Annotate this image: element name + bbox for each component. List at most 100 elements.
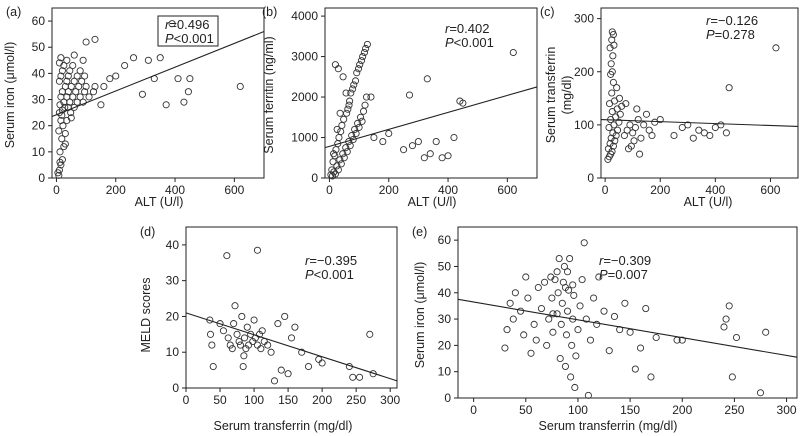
panel-e-point — [578, 276, 586, 284]
panel-a-point — [78, 77, 86, 85]
panel-a-point — [61, 129, 69, 138]
panel-c-point — [640, 121, 648, 129]
panel-a-ytick-label: 60 — [32, 14, 46, 28]
panel-a-point — [79, 56, 87, 64]
panel-c-point — [722, 129, 730, 137]
panel-a-xtick-label: 400 — [165, 183, 185, 197]
panel-e-point — [503, 326, 511, 334]
panel-b-ytick-label: 1000 — [291, 131, 318, 145]
panel-d-xtick-label: 50 — [213, 393, 227, 407]
panel-e-point — [517, 307, 525, 315]
panel-e-xtick-label: 300 — [777, 403, 797, 417]
panel-c-point — [642, 110, 651, 118]
panel-d-r-value: =−0.395 — [309, 253, 357, 268]
panel-e-point — [561, 362, 569, 370]
panel-c-point — [670, 131, 678, 140]
panel-e-ytick-label: 20 — [438, 338, 452, 352]
panel-b-xtick-label: 0 — [326, 183, 333, 197]
panel-e-ytick-label: 40 — [438, 286, 452, 300]
panel-b-point — [353, 69, 361, 77]
panel-a-point — [81, 72, 89, 80]
panel-d-ytick-label: 40 — [166, 238, 180, 252]
panel-c-point — [608, 68, 616, 76]
panel-b-ytick-label: 0 — [311, 171, 318, 185]
panel-e-point — [509, 315, 517, 323]
panel-b-point — [336, 156, 344, 164]
panel-e-point — [600, 307, 608, 315]
panel-a-xtick-label: 600 — [224, 183, 244, 197]
panel-a-ylabel: Serum iron (μmol/l) — [3, 42, 17, 149]
panel-e-point — [534, 283, 542, 292]
panel-e-label: (e) — [412, 225, 427, 239]
panel-e-point — [541, 278, 549, 286]
panel-a-point — [70, 51, 78, 59]
panel-d-ytick-label: 30 — [166, 274, 180, 288]
panel-e-point — [553, 310, 561, 318]
panel-b-point — [335, 133, 343, 142]
panel-e-plot: 0 50 100 150 200 250 300 0 10 20 30 40 50 60 — [438, 226, 798, 417]
panel-b-point — [355, 123, 363, 131]
panel-a-point — [56, 148, 64, 156]
panel-b-point — [359, 53, 367, 61]
panel-e-point — [572, 352, 580, 360]
panel-e-point — [549, 310, 557, 318]
panel-d-point — [366, 330, 374, 338]
panel-c-point — [711, 123, 719, 132]
panel-b-point — [345, 101, 353, 109]
panel-a-xtick-label: 0 — [53, 183, 60, 197]
panel-b-point — [408, 142, 417, 150]
panel-d-p-symbol: P — [305, 267, 314, 282]
panel-d-point — [228, 345, 236, 353]
panel-e-point — [728, 373, 736, 381]
panel-e-point — [511, 289, 519, 297]
panel-c-stat-p: P=0.278 — [706, 27, 755, 42]
panel-a-point — [174, 75, 182, 83]
panel-a-point — [82, 82, 90, 91]
panel-b-point — [333, 162, 341, 170]
panel-b-xlabel: ALT (U/l) — [408, 195, 457, 209]
panel-a-ytick-label: 40 — [32, 66, 46, 80]
panel-e-point — [576, 302, 584, 310]
panel-c-p-symbol: P — [706, 27, 715, 42]
panel-a-ytick-label: 0 — [38, 171, 45, 185]
panel-e-point — [501, 344, 509, 352]
panel-b-r-symbol: r — [445, 21, 450, 36]
panel-e-point — [563, 307, 572, 315]
panel-e-point — [524, 294, 532, 302]
panel-b-point — [349, 85, 357, 93]
panel-d-p-value: <0.001 — [314, 267, 354, 282]
panel-b-point — [360, 48, 368, 57]
panel-c-point — [689, 134, 697, 142]
panel-b-point — [352, 129, 360, 138]
panel-d-point — [230, 320, 238, 328]
panel-e-point — [554, 289, 562, 297]
panel-e-p-value: =0.007 — [608, 267, 648, 282]
panel-d-point — [236, 341, 245, 349]
panel-d-point — [270, 377, 279, 385]
panel-d-point — [240, 334, 249, 342]
panel-c-point — [684, 121, 692, 129]
panel-a-point — [55, 77, 63, 85]
panel-b-point — [450, 133, 458, 142]
panel-e-point — [720, 323, 728, 331]
panel-c-point — [637, 134, 645, 142]
panel-a-frame — [51, 7, 265, 179]
panel-b-point — [509, 48, 517, 57]
panel-b-point — [329, 158, 337, 166]
panel-a-point — [236, 82, 244, 91]
panel-a-point — [100, 82, 108, 91]
panel-b-point — [328, 166, 336, 174]
panel-e-point — [561, 283, 569, 292]
panel-b-point — [343, 109, 351, 117]
panel-b-point — [414, 138, 422, 146]
panel-a-stat-r: r=0.496 — [165, 17, 209, 32]
panel-e-regression-line — [457, 298, 798, 358]
panel-d-point — [257, 345, 265, 353]
panel-a-point — [138, 90, 146, 98]
panel-a-point — [57, 72, 65, 80]
panel-e-ytick-label: 50 — [438, 259, 452, 273]
panel-b-point — [346, 142, 354, 150]
panel-c-xtick-label: 0 — [602, 183, 609, 197]
panel-b-point — [346, 97, 354, 105]
